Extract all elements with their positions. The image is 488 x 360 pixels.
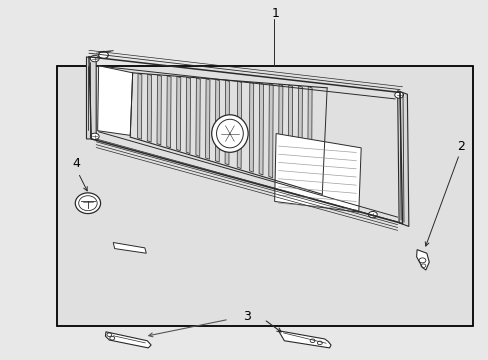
Bar — [57, 66, 472, 327]
Polygon shape — [278, 84, 283, 181]
Polygon shape — [307, 86, 311, 189]
Ellipse shape — [211, 115, 247, 152]
Text: 3: 3 — [243, 310, 250, 323]
Polygon shape — [287, 85, 292, 184]
Circle shape — [90, 133, 99, 140]
Polygon shape — [297, 86, 302, 186]
Text: 2: 2 — [456, 140, 464, 153]
Polygon shape — [274, 134, 361, 212]
Polygon shape — [98, 66, 132, 135]
Text: 4: 4 — [73, 157, 81, 170]
Polygon shape — [215, 80, 219, 162]
Polygon shape — [186, 77, 190, 154]
Polygon shape — [105, 332, 151, 348]
Circle shape — [394, 92, 403, 98]
Polygon shape — [237, 81, 241, 168]
Polygon shape — [249, 82, 253, 172]
Polygon shape — [147, 74, 151, 142]
Circle shape — [368, 211, 376, 218]
Circle shape — [99, 51, 108, 59]
Polygon shape — [176, 76, 181, 151]
Polygon shape — [86, 57, 96, 139]
Polygon shape — [278, 331, 330, 348]
Ellipse shape — [75, 193, 101, 213]
Polygon shape — [157, 75, 161, 145]
Polygon shape — [196, 78, 200, 157]
Polygon shape — [224, 80, 229, 165]
Polygon shape — [205, 78, 209, 159]
Polygon shape — [268, 84, 273, 178]
Polygon shape — [259, 83, 263, 175]
Circle shape — [90, 55, 99, 62]
Polygon shape — [113, 243, 146, 253]
Polygon shape — [416, 249, 428, 270]
Polygon shape — [166, 76, 171, 148]
Text: 1: 1 — [272, 8, 280, 21]
Polygon shape — [397, 91, 408, 226]
Polygon shape — [137, 73, 142, 139]
